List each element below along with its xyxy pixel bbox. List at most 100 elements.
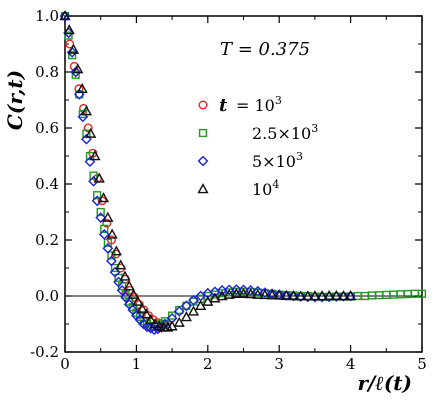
data-point-diamond [180,300,192,312]
data-point-triangle [145,313,157,325]
data-point-square [375,291,384,300]
data-point-square [64,31,73,40]
legend-label: 2.5×103 [252,122,318,143]
data-point-triangle [309,290,321,301]
data-point-triangle [72,63,84,74]
data-point-triangle [115,259,127,270]
data-point-triangle [85,127,97,138]
legend-label: 104 [252,178,279,199]
y-tick-label: 0.8 [35,63,59,81]
data-point-square [382,290,391,299]
data-point-triangle [67,43,80,54]
data-point-triangle [127,288,140,299]
data-point-triangle [302,290,314,301]
data-point-circle [83,123,93,133]
legend-label: 5×103 [252,150,303,171]
data-point-triangle [102,211,114,222]
data-point-triangle [132,295,144,306]
data-point-triangle [93,172,105,183]
data-point-square [68,51,77,60]
data-point-triangle [123,280,135,291]
data-point-diamond [223,284,235,296]
data-point-diamond [295,291,307,302]
legend-label: = 103 [236,94,282,115]
marks-layer [59,10,427,335]
data-point-triangle [345,290,357,301]
data-point-square [182,301,191,310]
y-tick-label: 0.2 [35,231,59,249]
data-point-triangle [63,24,75,35]
data-point-triangle [80,105,93,116]
data-point-triangle [316,290,328,301]
y-tick-label: -0.2 [30,343,59,361]
data-point-triangle [59,10,71,21]
data-point-diamond [98,229,110,240]
data-point-square [367,291,377,300]
data-point-diamond [238,284,249,296]
data-point-diamond [338,290,349,302]
data-point-square [100,224,109,233]
data-point-triangle [280,289,292,300]
data-point-diamond [345,290,356,302]
data-point-triangle [273,289,285,300]
data-point-square [417,289,427,298]
plot-frame [64,15,423,353]
data-point-triangle [252,288,264,299]
data-point-square [75,90,84,99]
data-point-triangle [97,192,110,203]
data-point-triangle [140,308,152,319]
axes-layer: 0 1 2 3 4 5 -0.2 0.0 0.2 0.4 0.6 0.8 1.0 [30,7,427,373]
data-point-diamond [330,291,342,302]
y-tick-label: 0.6 [35,119,59,137]
data-point-diamond [59,10,71,22]
data-point-square [96,207,105,217]
x-tick-label: 4 [346,355,356,373]
data-point-triangle [110,245,122,256]
data-point-diamond [95,212,107,223]
data-point-triangle [76,82,88,94]
data-point-triangle [337,290,350,301]
data-point-diamond [120,292,132,303]
x-tick-label: 1 [132,355,142,373]
data-point-diamond [252,285,264,297]
data-point-triangle [230,287,242,298]
legend: = 103 2.5×103 5×103 104 t [197,94,318,199]
data-point-triangle [330,289,342,300]
labels-layer: T = 0.375 C(r,t) r/ℓ(t) [3,39,412,395]
data-point-triangle [180,311,192,322]
data-point-triangle [106,228,118,239]
data-point-diamond [302,291,314,303]
data-point-diamond [259,287,271,299]
x-tick-label: 2 [203,355,213,373]
data-point-diamond [106,255,117,267]
x-tick-label: 3 [274,355,284,373]
data-point-triangle [187,305,200,316]
data-point-diamond [70,66,82,78]
data-point-diamond [102,243,114,254]
y-axis-label: C(r,t) [3,70,27,130]
data-point-triangle [119,270,131,281]
data-point-triangle [202,295,214,306]
data-point-diamond [188,294,199,306]
data-point-triangle [173,316,185,327]
data-point-triangle [323,289,335,300]
series-square [60,11,427,331]
y-tick-label: 0.0 [35,287,59,305]
y-tick-label: 1.0 [35,7,59,25]
legend-marker-square [198,128,208,138]
data-point-diamond [66,47,78,58]
data-point-square [71,70,80,79]
y-tick-label: 0.4 [35,175,59,193]
data-point-triangle [295,290,307,301]
data-point-diamond [245,285,257,296]
data-point-triangle [216,290,228,301]
data-point-square [110,263,120,273]
data-point-triangle [223,288,235,299]
data-point-diamond [230,284,242,295]
legend-title: t [219,95,228,116]
data-point-square [167,311,177,320]
data-point-triangle [149,318,161,329]
data-point-square [78,109,87,119]
